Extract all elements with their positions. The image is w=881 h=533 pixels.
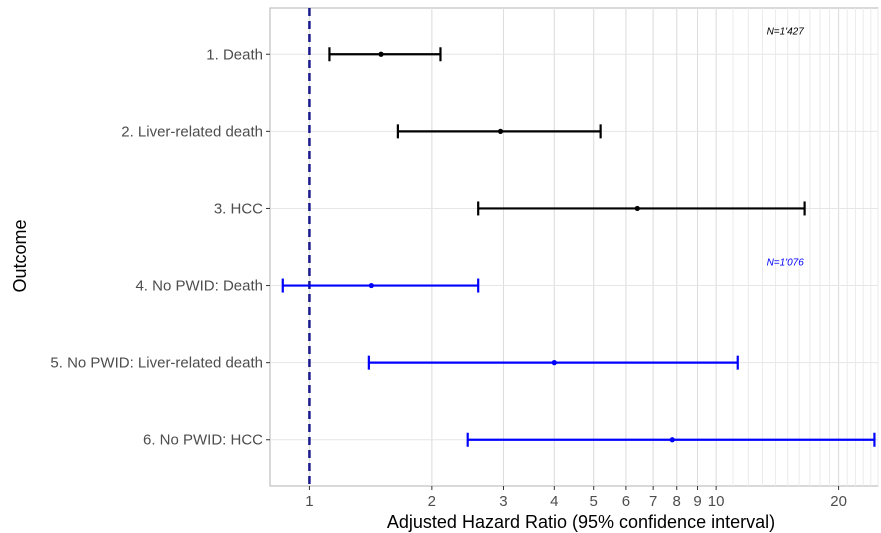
sample-size-annotation: N=1'427 — [767, 26, 805, 37]
y-axis-title: Outcome — [10, 219, 30, 292]
point-estimate — [368, 282, 374, 289]
ci-row — [477, 201, 806, 216]
point-estimate — [497, 128, 504, 134]
ci-row — [328, 47, 442, 62]
point-estimate — [551, 360, 557, 366]
plot-panel — [269, 7, 879, 487]
point-estimate — [378, 51, 384, 57]
point-estimate — [669, 437, 675, 443]
ci-row — [367, 355, 739, 370]
annotations: N=1'427 N=1'076 — [767, 26, 805, 268]
y-tick-label: 6. No PWID: HCC — [143, 432, 263, 449]
y-tick-label: 5. No PWID: Liver-related death — [50, 355, 263, 372]
x-tick-label: 1 — [305, 493, 313, 510]
x-tick-label: 6 — [622, 493, 630, 510]
y-tick-label: 4. No PWID: Death — [135, 278, 263, 295]
x-axis-title: Adjusted Hazard Ratio (95% confidence in… — [387, 512, 775, 532]
y-tick-label: 2. Liver-related death — [121, 123, 263, 140]
ci-row — [281, 278, 480, 293]
x-tick-label: 7 — [649, 493, 657, 510]
confidence-intervals — [281, 47, 876, 447]
ci-row — [396, 124, 602, 139]
x-tick-label: 4 — [550, 493, 558, 510]
x-tick-label: 2 — [428, 493, 436, 510]
x-tick-label: 3 — [499, 493, 507, 510]
sample-size-annotation: N=1'076 — [767, 258, 805, 269]
x-tick-label: 8 — [673, 493, 681, 510]
point-estimate — [634, 205, 640, 212]
ci-row — [466, 432, 876, 447]
y-tick-label: 3. HCC — [214, 200, 263, 217]
x-tick-label: 20 — [830, 493, 847, 510]
x-axis-ticks: 1 2 3 4 5 6 7 8 9 10 20 — [305, 486, 847, 510]
y-tick-label: 1. Death — [206, 46, 263, 63]
x-tick-label: 9 — [693, 493, 701, 510]
x-tick-label: 10 — [708, 493, 725, 510]
x-tick-label: 5 — [590, 493, 598, 510]
y-axis-ticks: 1. Death 2. Liver-related death 3. HCC 4. N… — [50, 46, 270, 449]
